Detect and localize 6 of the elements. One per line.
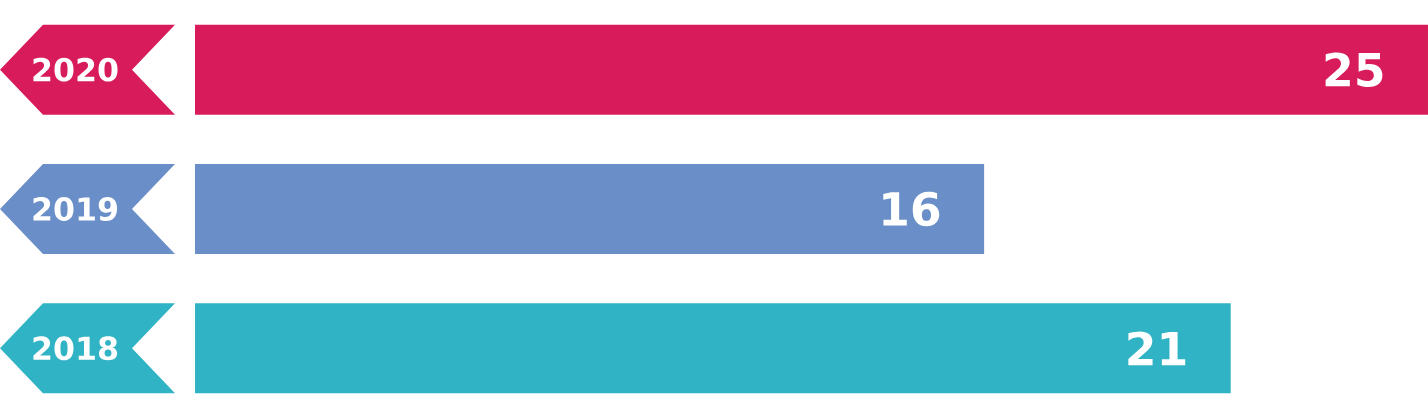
y-tick-label: 2020	[33, 57, 118, 82]
data-label: 25	[1325, 52, 1383, 87]
y-tick-label: 2018	[33, 336, 118, 361]
y-tick-label: 2019	[33, 197, 118, 221]
data-label: 16	[883, 191, 940, 227]
data-label: 21	[1128, 331, 1186, 366]
